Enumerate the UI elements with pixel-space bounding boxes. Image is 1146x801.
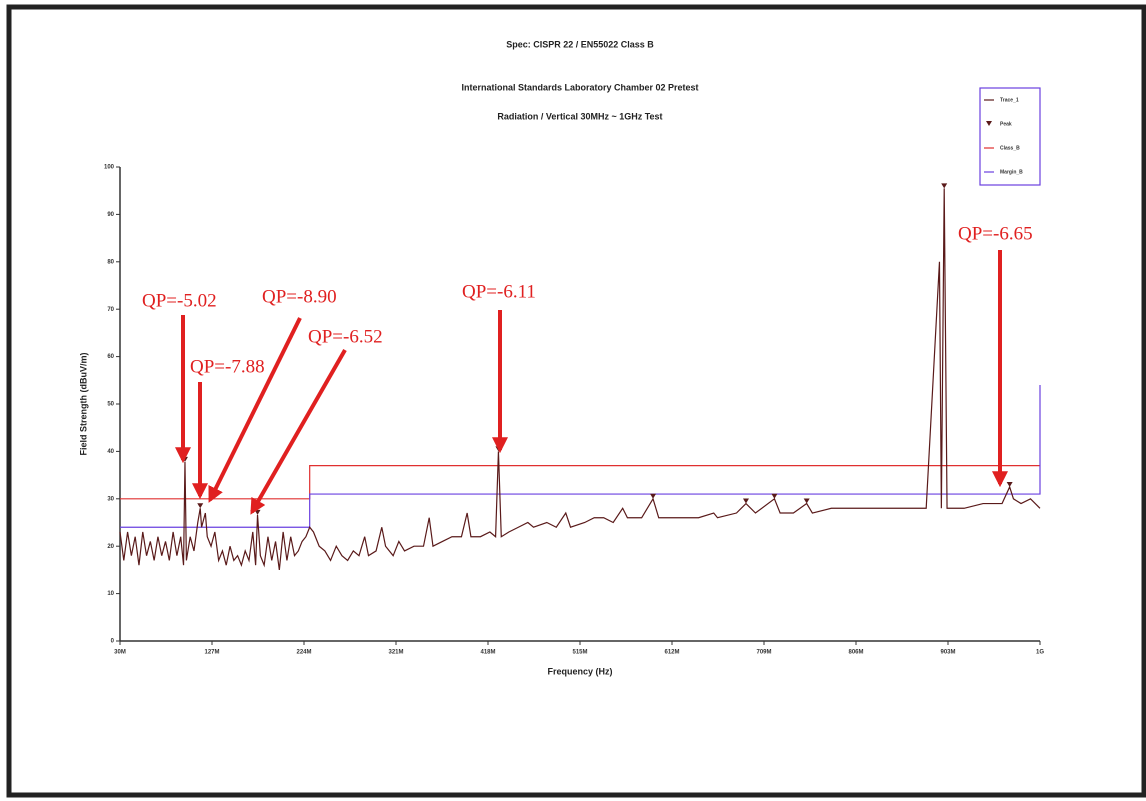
x-axis-label: Frequency (Hz) — [547, 666, 612, 676]
series-line — [119, 188, 1041, 570]
y-tick-label: 30 — [107, 496, 114, 502]
y-tick-label: 40 — [107, 449, 114, 455]
annotation: QP=-5.02 — [142, 290, 217, 311]
peak-marker — [742, 498, 749, 504]
legend-box — [979, 87, 1041, 186]
x-tick-label: 1G — [1036, 650, 1044, 656]
legend-label: Peak — [1000, 121, 1012, 127]
x-tick-label: 418M — [480, 650, 495, 656]
annotation: QP=-6.11 — [462, 281, 536, 302]
x-tick-label: 806M — [848, 650, 863, 656]
x-tick-label: 321M — [388, 650, 403, 656]
peak-marker — [771, 493, 778, 499]
y-tick-label: 100 — [104, 165, 115, 171]
frame — [6, 4, 1146, 798]
annotation: QP=-7.88 — [190, 356, 265, 377]
peak-marker — [1006, 481, 1013, 487]
y-tick-label: 50 — [107, 402, 114, 408]
legend-label: Trace_1 — [1000, 97, 1019, 103]
legend-label: Margin_B — [1000, 169, 1023, 175]
chart-subtitle: Radiation / Vertical 30MHz ~ 1GHz Test — [497, 111, 662, 121]
chart-subtitle: International Standards Laboratory Chamb… — [461, 82, 698, 92]
x-tick-label: 515M — [572, 650, 587, 656]
x-tick-label: 224M — [296, 650, 311, 656]
annotation: QP=-6.65 — [958, 223, 1033, 244]
annotation: QP=-6.52 — [308, 326, 383, 347]
x-tick-label: 903M — [940, 650, 955, 656]
peak-marker — [197, 503, 204, 509]
peak-marker — [803, 498, 810, 504]
y-axis-label: Field Strength (dBuV/m) — [78, 353, 88, 456]
peak-marker — [650, 493, 657, 499]
series-line — [120, 385, 1041, 528]
y-tick-label: 90 — [107, 212, 114, 218]
y-tick-label: 70 — [107, 307, 114, 313]
legend-marker — [986, 121, 992, 126]
annotation: QP=-8.90 — [262, 286, 337, 307]
legend-label: Class_B — [1000, 145, 1020, 151]
x-tick-label: 127M — [204, 650, 219, 656]
peak-marker — [941, 183, 948, 189]
chart-title: Spec: CISPR 22 / EN55022 Class B — [506, 39, 654, 49]
y-tick-label: 10 — [107, 591, 114, 597]
y-tick-label: 0 — [111, 639, 115, 645]
x-tick-label: 709M — [756, 650, 771, 656]
y-tick-label: 80 — [107, 259, 114, 265]
y-tick-label: 60 — [107, 354, 114, 360]
x-tick-label: 30M — [114, 650, 126, 656]
x-tick-label: 612M — [664, 650, 679, 656]
y-tick-label: 20 — [107, 544, 114, 550]
annotation-arrow — [250, 349, 347, 515]
annotation-arrow — [208, 317, 302, 503]
